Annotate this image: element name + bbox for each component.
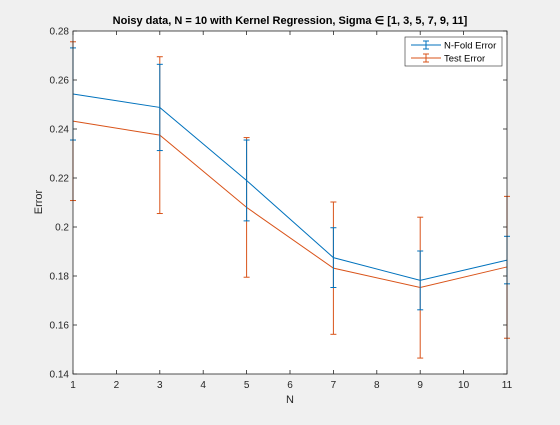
y-tick-label: 0.2 <box>55 223 69 234</box>
plot-area <box>73 31 507 374</box>
y-tick-label: 0.24 <box>50 125 70 136</box>
x-axis-label: N <box>286 394 294 406</box>
x-tick-label: 5 <box>244 380 250 391</box>
legend-marker-nfold <box>411 40 441 50</box>
y-tick-label: 0.28 <box>50 27 70 38</box>
x-tick-label: 4 <box>200 380 206 391</box>
legend-label-nfold: N-Fold Error <box>444 41 496 52</box>
legend-box <box>404 36 503 67</box>
error-bar-n-fold-error <box>330 227 337 289</box>
y-tick-label: 0.16 <box>50 321 70 332</box>
axes-layer: 1 2 3 4 5 6 7 8 9 10 11 0.14 0.16 0.18 0.2 0.22 0.24 0.26… <box>50 27 513 392</box>
x-tick-label: 3 <box>157 380 163 391</box>
x-tick-label: 8 <box>374 380 380 391</box>
error-bar-n-fold-error <box>243 139 250 222</box>
x-tick-label: 2 <box>114 380 120 391</box>
error-bar-n-fold-error <box>417 250 424 311</box>
legend-marker-test <box>411 53 441 63</box>
legend-label-test: Test Error <box>444 54 485 65</box>
error-bar-n-fold-error <box>156 63 163 152</box>
y-tick-label: 0.26 <box>50 76 70 87</box>
y-tick-label: 0.14 <box>50 370 70 381</box>
series-line-n-fold-error <box>72 93 508 281</box>
x-tick-label: 10 <box>458 380 470 391</box>
x-tick-label: 11 <box>502 380 513 391</box>
x-tick-label: 9 <box>417 380 423 391</box>
y-axis-label: Error <box>33 189 45 214</box>
x-tick-label: 1 <box>70 380 76 391</box>
x-tick-label: 6 <box>287 380 293 391</box>
chart-title: Noisy data, N = 10 with Kernel Regressio… <box>113 15 468 27</box>
series-line-test-error <box>72 120 508 289</box>
y-tick-label: 0.18 <box>50 272 70 283</box>
x-tick-label: 7 <box>331 380 337 391</box>
y-tick-label: 0.22 <box>50 174 70 185</box>
legend: N-Fold Error Test Error <box>404 36 503 67</box>
